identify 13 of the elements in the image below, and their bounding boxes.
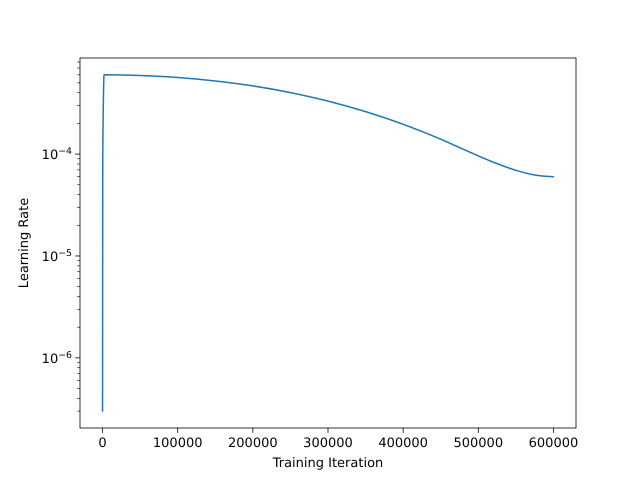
x-tick-label: 500000: [453, 436, 504, 451]
y-axis-title: Learning Rate: [17, 198, 32, 288]
x-tick-label: 200000: [228, 436, 278, 451]
x-tick-label: 100000: [152, 436, 203, 451]
x-tick-label: 0: [98, 436, 107, 451]
x-axis-title: Training Iteration: [272, 456, 384, 471]
x-tick-label: 400000: [378, 436, 428, 451]
y-tick-label: 10$^{−6}$: [42, 349, 72, 367]
line-series: [102, 74, 554, 412]
x-tick-label: 300000: [303, 436, 353, 451]
y-tick-label: 10$^{−4}$: [42, 146, 72, 164]
x-tick-label: 600000: [528, 436, 578, 451]
y-tick-label: 10$^{−5}$: [42, 247, 72, 265]
